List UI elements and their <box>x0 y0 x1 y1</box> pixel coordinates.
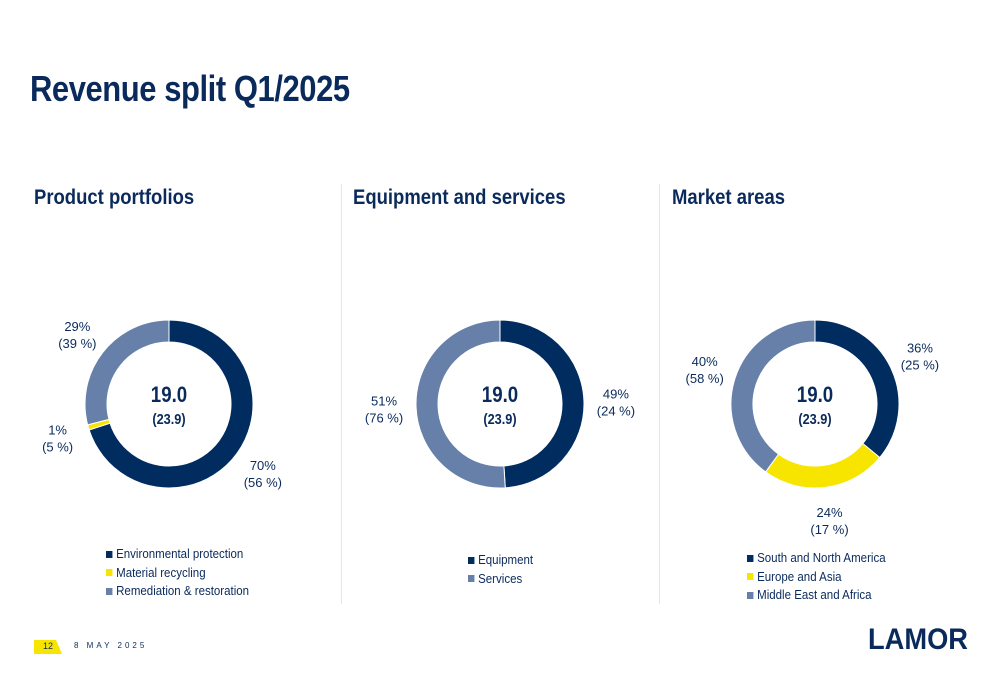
legend-swatch <box>106 550 113 558</box>
legend-item-middle-east-and-africa: Middle East and Africa <box>747 586 886 605</box>
chart-title-market-areas: Market areas <box>672 186 786 209</box>
legend-label: Environmental protection <box>116 547 244 562</box>
legend-swatch <box>747 554 754 562</box>
slice-prev-label-environmental-protection: (56 %) <box>244 475 282 490</box>
legend-swatch <box>468 556 475 564</box>
legend-product-portfolios: Environmental protection Material recycli… <box>106 545 249 601</box>
chart-title-equipment-services: Equipment and services <box>353 186 566 209</box>
legend-label: Remediation & restoration <box>116 584 250 599</box>
lamor-logo: LAMOR <box>868 623 968 654</box>
legend-label: Europe and Asia <box>757 569 842 584</box>
slice-label-remediation-restoration: 29% <box>64 319 90 334</box>
legend-item-remediation-restoration: Remediation & restoration <box>106 582 249 601</box>
legend-item-services: Services <box>468 570 533 589</box>
section-divider <box>341 184 342 604</box>
legend-item-material-recycling: Material recycling <box>106 564 249 583</box>
svg-text:LAMOR: LAMOR <box>868 623 968 654</box>
slice-label-environmental-protection: 70% <box>250 458 276 473</box>
donut-center-value: 19.0 <box>797 384 833 408</box>
legend-label: Services <box>478 571 523 586</box>
donut-center-prev: (23.9) <box>483 410 516 427</box>
legend-label: Material recycling <box>116 565 206 580</box>
slice-prev-label-services: (76 %) <box>365 411 403 426</box>
legend-label: Middle East and Africa <box>757 588 872 603</box>
legend-label: Equipment <box>478 553 534 568</box>
chart-title-product-portfolios: Product portfolios <box>34 186 195 209</box>
slice-prev-label-material-recycling: (5 %) <box>42 439 73 454</box>
slice-label-south-and-north-america: 36% <box>907 341 933 356</box>
slice-prev-label-middle-east-and-africa: (58 %) <box>686 371 724 386</box>
legend-item-south-and-north-america: South and North America <box>747 549 886 568</box>
slice-label-equipment: 49% <box>603 386 629 401</box>
legend-swatch <box>747 573 754 581</box>
legend-swatch <box>747 591 754 599</box>
page-title: Revenue split Q1/2025 <box>30 68 350 109</box>
legend-swatch <box>468 575 475 583</box>
donut-slice-remediation-restoration <box>84 319 170 426</box>
page-badge <box>34 640 62 654</box>
donut-slice-middle-east-and-africa <box>730 319 816 473</box>
legend-market-areas: South and North America Europe and Asia Mi… <box>747 549 886 605</box>
legend-equipment-services: Equipment Services <box>468 551 533 588</box>
legend-item-environmental-protection: Environmental protection <box>106 545 249 564</box>
legend-swatch <box>106 587 113 595</box>
slice-label-services: 51% <box>371 394 397 409</box>
legend-item-equipment: Equipment <box>468 551 533 570</box>
legend-swatch <box>106 569 113 577</box>
slice-prev-label-south-and-north-america: (25 %) <box>901 358 939 373</box>
donut-center-prev: (23.9) <box>798 410 831 427</box>
slice-prev-label-remediation-restoration: (39 %) <box>58 336 96 351</box>
slice-prev-label-europe-and-asia: (17 %) <box>810 522 848 537</box>
donut-center-prev: (23.9) <box>152 410 185 427</box>
slice-prev-label-equipment: (24 %) <box>597 403 635 418</box>
legend-label: South and North America <box>757 551 886 566</box>
section-divider <box>659 184 660 604</box>
donut-slice-environmental-protection <box>88 319 254 489</box>
footer-date: 8 MAY 2025 <box>74 641 148 650</box>
donut-center-value: 19.0 <box>482 384 518 408</box>
page-number: 12 <box>43 641 54 651</box>
donut-slice-services <box>415 319 506 489</box>
donut-center-value: 19.0 <box>151 384 187 408</box>
slice-label-material-recycling: 1% <box>48 422 67 437</box>
slice-label-europe-and-asia: 24% <box>817 505 843 520</box>
legend-item-europe-and-asia: Europe and Asia <box>747 568 886 587</box>
slice-label-middle-east-and-africa: 40% <box>692 354 718 369</box>
donut-slice-europe-and-asia <box>764 442 881 489</box>
